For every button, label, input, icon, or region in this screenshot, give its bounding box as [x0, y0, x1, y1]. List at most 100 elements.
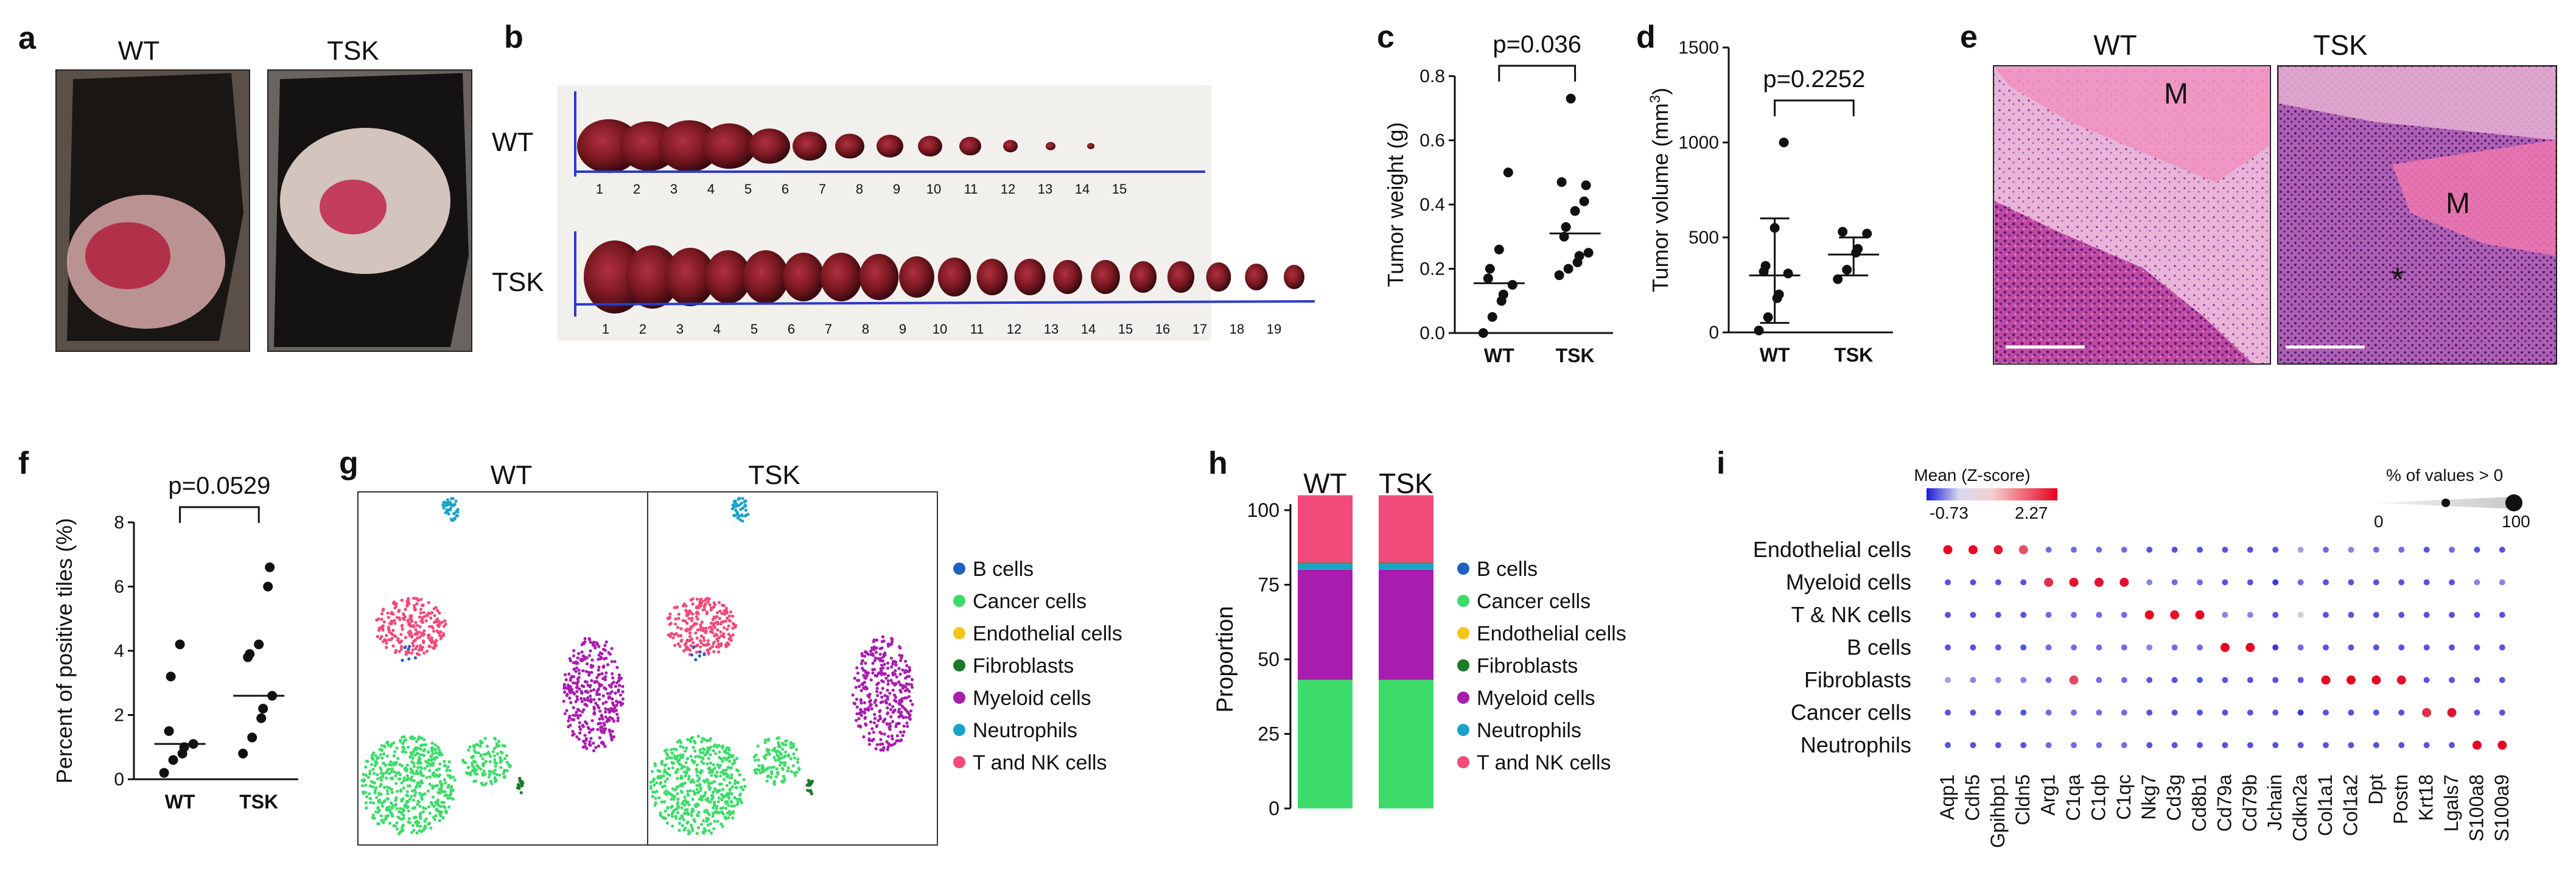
umap-point-cancer — [684, 774, 687, 778]
umap-point-myeloid — [597, 645, 601, 648]
umap-point-myeloid — [898, 731, 902, 734]
dot-cell — [1945, 612, 1951, 618]
umap-point-myeloid — [874, 747, 878, 751]
umap-point-cancer — [670, 748, 673, 752]
size-legend-dot-max — [2505, 494, 2522, 511]
dot-cell — [2020, 644, 2027, 651]
umap-point-t-and-nk — [421, 604, 424, 608]
umap-point-myeloid — [614, 691, 617, 695]
umap-point-t-and-nk — [669, 635, 673, 639]
umap-point-cancer — [766, 766, 770, 770]
umap-point-t-and-nk — [673, 606, 676, 609]
umap-point-myeloid — [592, 698, 596, 701]
umap-point-myeloid — [879, 701, 883, 704]
umap-point-cancer — [775, 767, 779, 771]
tumor-wt — [85, 222, 170, 289]
umap-point-t-and-nk — [695, 606, 698, 610]
umap-point-t-and-nk — [380, 612, 384, 615]
umap-point-cancer — [374, 754, 377, 757]
umap-point-cancer — [679, 745, 682, 748]
dot-cell — [2272, 742, 2279, 748]
umap-point-cancer — [497, 740, 501, 743]
umap-point-myeloid — [611, 682, 614, 685]
umap-point-cancer — [707, 829, 711, 832]
legend-swatch — [1457, 627, 1469, 639]
column-label: C1qb — [2087, 774, 2109, 821]
umap-point-cancer — [696, 754, 700, 758]
umap-point-myeloid — [898, 659, 903, 662]
umap-point-cancer — [695, 774, 699, 777]
dot-cell — [2171, 644, 2178, 651]
umap-point-cancer — [479, 753, 483, 757]
umap-point-cancer — [676, 785, 679, 789]
umap-point-cancer — [396, 815, 400, 819]
umap-point-t-and-nk — [712, 642, 715, 645]
dot-cell — [2247, 677, 2253, 683]
umap-point-cancer — [476, 743, 480, 746]
umap-point-t-and-nk — [424, 619, 428, 623]
umap-point-cancer — [495, 745, 499, 748]
ruler-tick-wt: 10 — [926, 181, 941, 197]
umap-point-t-and-nk — [387, 615, 390, 619]
umap-point-t-and-nk — [419, 619, 423, 623]
umap-point-myeloid — [873, 668, 877, 671]
umap-point-cancer — [660, 800, 663, 804]
umap-point-cancer — [727, 794, 730, 798]
column-label: Nkg7 — [2138, 774, 2160, 820]
umap-point-myeloid — [579, 713, 583, 717]
umap-point-cancer — [710, 774, 713, 777]
umap-point-cancer — [702, 748, 706, 751]
umap-point-cancer — [701, 794, 705, 798]
legend-swatch — [1457, 659, 1469, 671]
umap-point-cancer — [397, 832, 401, 836]
umap-point-myeloid — [572, 706, 575, 709]
row-label: Neutrophils — [1801, 732, 1911, 757]
umap-point-cancer — [411, 737, 415, 740]
umap-point-cancer — [390, 763, 393, 767]
umap-point-myeloid — [869, 653, 873, 656]
umap-point-cancer — [445, 768, 449, 772]
umap-point-myeloid — [598, 709, 602, 713]
umap-point-cancer — [706, 796, 710, 801]
umap-point-cancer — [360, 784, 365, 788]
umap-point-cancer — [435, 784, 439, 787]
column-label: Cd8b1 — [2188, 774, 2210, 832]
umap-point-cancer — [720, 745, 724, 748]
umap-point-cancer — [407, 745, 410, 749]
umap-point-cancer — [654, 796, 657, 800]
umap-point-t-and-nk — [684, 648, 688, 651]
dot-cell — [2474, 644, 2480, 651]
umap-point-myeloid — [589, 698, 593, 701]
umap-point-myeloid — [901, 668, 905, 672]
umap-point-t-and-nk — [395, 615, 399, 619]
umap-point-cancer — [386, 792, 390, 796]
umap-point-cancer — [713, 766, 716, 770]
ruler-tsk: 1 2 3 4 5 6 7 8 9 10 11 12 13 14 15 16 17 18 19 — [574, 231, 1315, 337]
umap-point-cancer — [724, 817, 728, 821]
umap-point-cancer — [387, 798, 390, 801]
umap-point-cancer — [687, 774, 691, 778]
umap-point-cancer — [481, 773, 485, 777]
umap-point-cancer — [781, 743, 785, 746]
data-point-tsk — [258, 703, 268, 713]
umap-point-t-and-nk — [402, 618, 406, 622]
p-value-label: p=0.0529 — [168, 472, 270, 499]
umap-point-t-and-nk — [719, 634, 723, 637]
column-label: Col1a1 — [2314, 774, 2336, 836]
umap-point-myeloid — [880, 695, 884, 699]
umap-point-cancer — [419, 753, 422, 757]
umap-point-myeloid — [869, 649, 872, 653]
dot-cell — [2121, 644, 2127, 651]
umap-point-cancer — [423, 792, 427, 796]
umap-point-cancer — [495, 742, 499, 746]
umap-point-t-and-nk — [719, 643, 723, 648]
umap-point-cancer — [365, 759, 368, 763]
umap-point-cancer — [795, 770, 799, 774]
umap-point-myeloid — [879, 691, 883, 695]
umap-title-tsk: TSK — [748, 460, 800, 490]
umap-point-cancer — [392, 761, 396, 765]
umap-point-t-and-nk — [709, 622, 713, 625]
dot-cell — [2045, 677, 2052, 683]
umap-point-cancer — [425, 776, 429, 779]
umap-point-cancer — [432, 815, 436, 819]
